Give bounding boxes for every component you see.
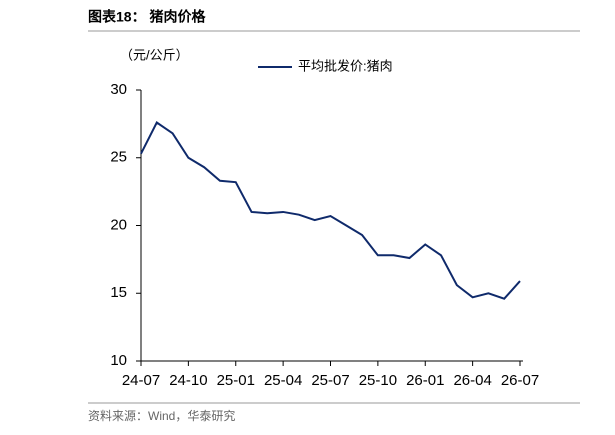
x-tick-label: 26-04 (453, 372, 491, 389)
y-tick-label: 20 (110, 216, 127, 233)
chart-title: 图表18： 猪肉价格 (88, 9, 206, 25)
x-tick-label: 26-07 (501, 372, 539, 389)
x-tick-label: 24-07 (122, 372, 160, 389)
y-tick-label: 30 (110, 81, 127, 98)
x-tick-label: 26-01 (406, 372, 444, 389)
y-axis-label: （元/公斤） (120, 47, 189, 62)
legend-label: 平均批发价:猪肉 (298, 58, 393, 73)
x-tick-label: 24-10 (169, 372, 207, 389)
x-tick-label: 25-07 (311, 372, 349, 389)
y-tick-label: 25 (110, 149, 127, 166)
y-tick-label: 15 (110, 284, 127, 301)
x-tick-label: 25-04 (264, 372, 302, 389)
x-tick-label: 25-01 (217, 372, 255, 389)
x-tick-label: 25-10 (359, 372, 397, 389)
y-tick-label: 10 (110, 352, 127, 369)
source: 资料来源：Wind，华泰研究 (88, 408, 235, 423)
series-line (140, 121, 521, 300)
